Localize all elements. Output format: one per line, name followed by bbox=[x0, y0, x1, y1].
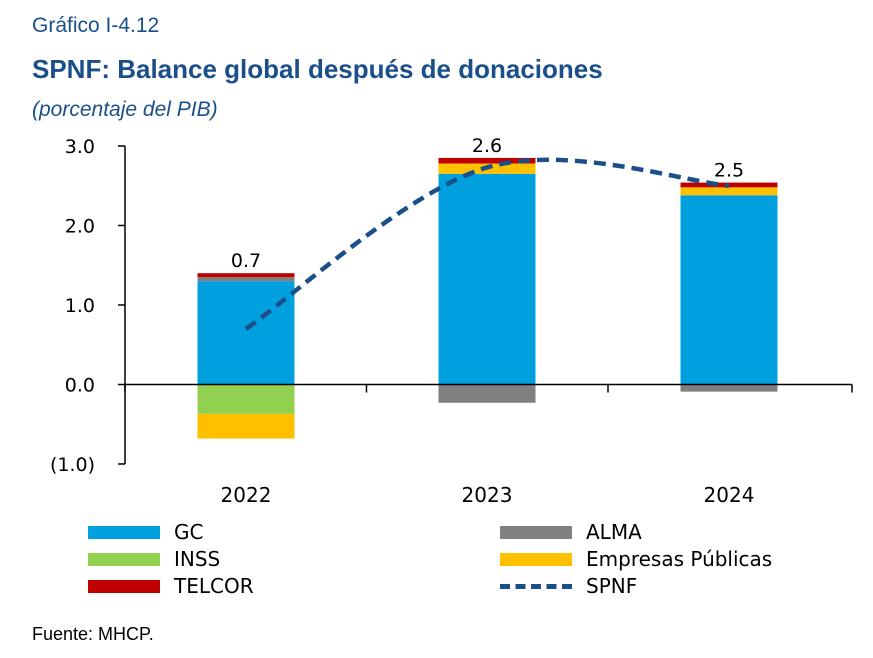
x-tick-label-2024: 2024 bbox=[704, 483, 755, 507]
line-spnf bbox=[244, 157, 730, 331]
x-tick-label-2023: 2023 bbox=[462, 483, 513, 507]
bar-inss-2022 bbox=[197, 384, 295, 414]
bar-telcor-2023 bbox=[438, 157, 536, 164]
chart-title: SPNF: Balance global después de donacion… bbox=[32, 54, 603, 84]
bar-alma-2023 bbox=[438, 384, 536, 403]
data-label-2022: 0.7 bbox=[231, 250, 261, 272]
bar-telcor-2022 bbox=[197, 273, 295, 278]
bar-gc-2023 bbox=[438, 173, 536, 385]
source-note: Fuente: MHCP. bbox=[32, 624, 154, 644]
data-label-2023: 2.6 bbox=[472, 135, 502, 157]
x-tick-label-2022: 2022 bbox=[221, 483, 272, 507]
y-tick-label-3: 0.0 bbox=[65, 375, 95, 397]
y-tick-label-0: 3.0 bbox=[65, 136, 95, 158]
bar-gc-2024 bbox=[680, 195, 778, 385]
chart-subtitle: (porcentaje del PIB) bbox=[32, 98, 218, 121]
bar-alma-2022 bbox=[197, 277, 295, 282]
bar-empresas-p-blicas-2022 bbox=[197, 413, 295, 439]
y-tick-label-1: 2.0 bbox=[65, 216, 95, 238]
bar-empresas-p-blicas-2024 bbox=[680, 187, 778, 196]
bar-gc-2022 bbox=[197, 281, 295, 385]
bar-alma-2024 bbox=[680, 384, 778, 392]
y-tick-label-2: 1.0 bbox=[65, 295, 95, 317]
figure-number: Gráfico I-4.12 bbox=[32, 14, 160, 37]
data-label-2024: 2.5 bbox=[714, 160, 744, 182]
y-tick-label-4: (1.0) bbox=[50, 454, 95, 476]
